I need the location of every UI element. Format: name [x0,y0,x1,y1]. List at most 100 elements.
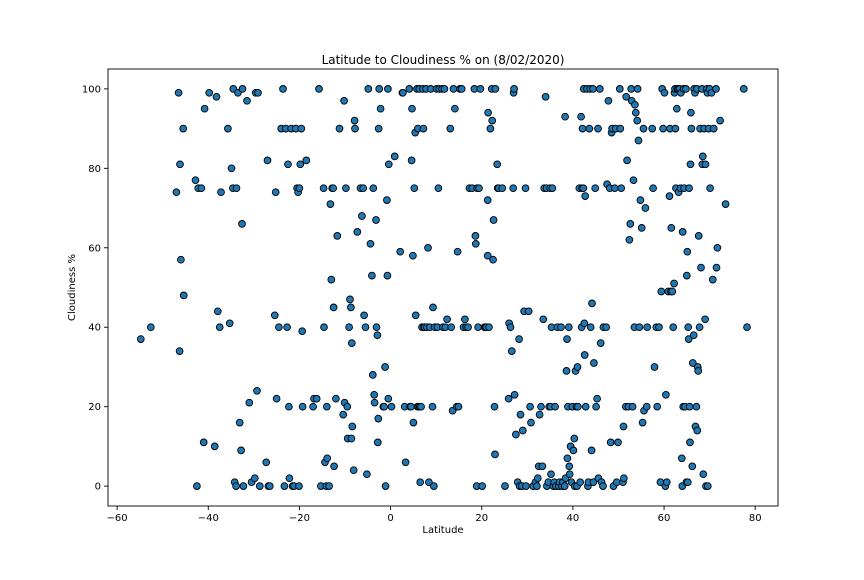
data-point [489,255,497,264]
data-point [454,402,463,411]
data-point [461,315,469,324]
data-point [653,402,662,411]
data-point [620,474,628,483]
data-point [604,96,613,105]
data-point [347,303,355,312]
data-point [443,315,451,324]
data-point [491,85,500,93]
data-point [476,85,485,93]
data-point [374,414,383,423]
data-point [641,204,650,212]
data-point [563,454,572,463]
data-point [561,112,569,121]
data-point [712,85,720,93]
data-point [339,410,348,419]
data-point [424,243,432,252]
data-point [689,331,698,340]
data-point [701,160,710,169]
data-point [410,184,419,193]
data-point [364,85,373,93]
data-point [347,339,356,347]
data-point [498,184,507,193]
data-point [217,188,225,197]
data-point [510,390,519,399]
data-point [417,402,425,411]
data-point [275,323,283,332]
data-point [648,124,657,133]
data-point [633,116,642,125]
data-point [615,85,624,93]
data-point [662,478,671,487]
y-tick-label: 60 [88,243,101,254]
data-point [237,446,245,455]
data-point [596,339,605,347]
data-point [368,371,377,379]
data-point [253,386,261,395]
x-tick-label: 60 [658,513,671,524]
y-tick-label: 100 [82,84,101,95]
data-point [232,482,240,490]
data-point [227,164,236,173]
data-point [662,390,670,399]
data-point [593,394,601,403]
data-point [634,136,643,145]
data-point [683,478,692,487]
data-point [695,323,704,332]
data-point [262,458,271,467]
data-point [434,184,443,193]
data-point [526,402,534,411]
data-point [425,478,433,487]
data-point [599,482,607,490]
data-point [360,311,368,320]
data-points [136,85,751,490]
data-point [464,323,472,332]
data-point [590,359,598,367]
data-point [279,85,287,93]
data-point [320,323,328,332]
data-point [682,85,690,93]
data-point [515,335,523,343]
data-point [359,184,368,193]
data-point [703,482,712,490]
data-point [340,96,348,105]
data-point [631,108,640,117]
data-point [629,176,638,185]
data-point [368,271,376,280]
data-point [602,323,611,332]
data-point [484,108,492,117]
data-point [136,335,145,343]
data-point [565,470,574,479]
data-point [639,124,648,133]
data-point [701,315,709,324]
x-tick-label: −40 [198,513,219,524]
data-point [296,160,305,169]
data-point [506,323,515,332]
data-point [570,434,579,443]
data-point [172,188,181,197]
data-point [688,462,697,471]
y-tick-label: 0 [95,482,101,493]
data-point [678,228,687,236]
data-point [625,235,634,244]
data-point [238,220,246,228]
data-point [430,482,438,490]
data-point [649,184,657,193]
data-point [610,184,619,193]
data-point [409,251,417,260]
data-point [193,482,201,490]
data-point [374,124,383,133]
data-point [672,104,681,113]
data-point [685,402,694,411]
data-point [451,104,459,113]
data-point [687,124,696,133]
x-tick-label: 80 [749,513,762,524]
data-point [333,232,342,240]
data-point [504,394,513,403]
data-point [642,402,651,411]
data-point [539,315,548,324]
data-point [475,184,483,193]
data-point [419,124,428,133]
data-point [407,156,416,165]
data-point [447,323,456,332]
x-tick-label: 40 [567,513,580,524]
